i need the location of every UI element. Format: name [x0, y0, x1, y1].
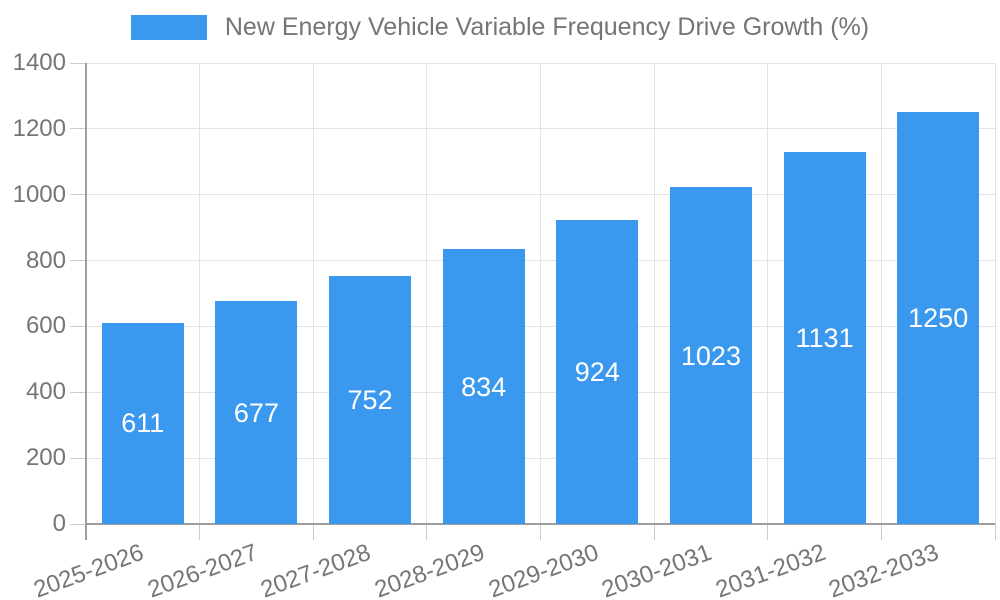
y-axis-tick-label: 1400 — [12, 49, 66, 76]
gridline-vertical — [199, 63, 201, 524]
x-axis-tick — [653, 524, 655, 540]
y-axis-tick — [70, 128, 86, 130]
legend-label: New Energy Vehicle Variable Frequency Dr… — [224, 13, 870, 41]
y-axis-tick — [70, 325, 86, 327]
x-axis-line — [86, 523, 995, 525]
bar — [329, 276, 412, 524]
gridline-vertical — [880, 63, 882, 524]
y-axis-line — [85, 63, 87, 540]
x-axis-tick — [767, 524, 769, 540]
gridline-vertical — [653, 63, 655, 524]
x-axis-category-text: 2028-2029 — [371, 538, 489, 600]
x-axis-category-text: 2029-2030 — [484, 538, 602, 600]
y-axis-tick-label: 400 — [25, 378, 66, 406]
bar-value-label: 834 — [461, 371, 507, 402]
x-axis-tick — [994, 524, 996, 540]
y-axis-tick-label: 200 — [25, 444, 66, 472]
bar-value-label: 924 — [574, 356, 620, 387]
bar-value-label: 1131 — [795, 322, 854, 353]
x-axis-tick — [540, 524, 541, 540]
x-axis-category-text: 2031-2032 — [711, 538, 830, 600]
x-axis-category-text: 2027-2028 — [257, 538, 375, 600]
bar-value-label: 752 — [347, 385, 393, 416]
bar — [897, 112, 980, 524]
y-axis-tick — [70, 194, 86, 196]
x-axis-category-text: 2025-2026 — [30, 538, 148, 600]
x-axis-category-text: 2030-2031 — [598, 538, 716, 600]
legend-swatch — [130, 15, 207, 40]
y-axis-tick-label: 1200 — [12, 114, 66, 142]
gridline-vertical — [312, 63, 314, 524]
bar — [556, 219, 639, 524]
bar — [215, 301, 298, 524]
bar-value-label: 1250 — [908, 303, 969, 334]
y-axis-tick-label: 1000 — [12, 180, 66, 208]
y-axis-tick — [70, 260, 86, 262]
bar-value-label: 611 — [121, 408, 165, 439]
x-axis-tick — [312, 524, 314, 540]
y-axis-tick — [70, 457, 86, 459]
bar-value-label: 677 — [233, 397, 279, 428]
bar-value-label: 1023 — [680, 340, 741, 371]
x-axis-category-text: 2032-2033 — [825, 538, 943, 600]
gridline-vertical — [540, 63, 541, 524]
y-axis-tick-label: 600 — [25, 312, 66, 340]
gridline-vertical — [426, 63, 428, 524]
y-axis-tick — [70, 523, 86, 525]
x-axis-tick — [426, 524, 428, 540]
bar — [101, 322, 184, 524]
x-axis-category-text: 2026-2027 — [143, 538, 261, 600]
gridline-vertical — [994, 63, 996, 524]
gridline-vertical — [767, 63, 769, 524]
y-axis-tick-label: 800 — [25, 246, 66, 274]
x-axis-tick — [880, 524, 882, 540]
legend: New Energy Vehicle Variable Frequency Dr… — [0, 13, 1000, 42]
bar — [669, 187, 752, 524]
y-axis-tick-label: 0 — [52, 510, 66, 537]
bar — [783, 151, 866, 524]
y-axis-tick — [70, 391, 86, 393]
y-axis-tick — [70, 62, 86, 64]
bar — [442, 249, 525, 524]
x-axis-tick — [199, 524, 201, 540]
